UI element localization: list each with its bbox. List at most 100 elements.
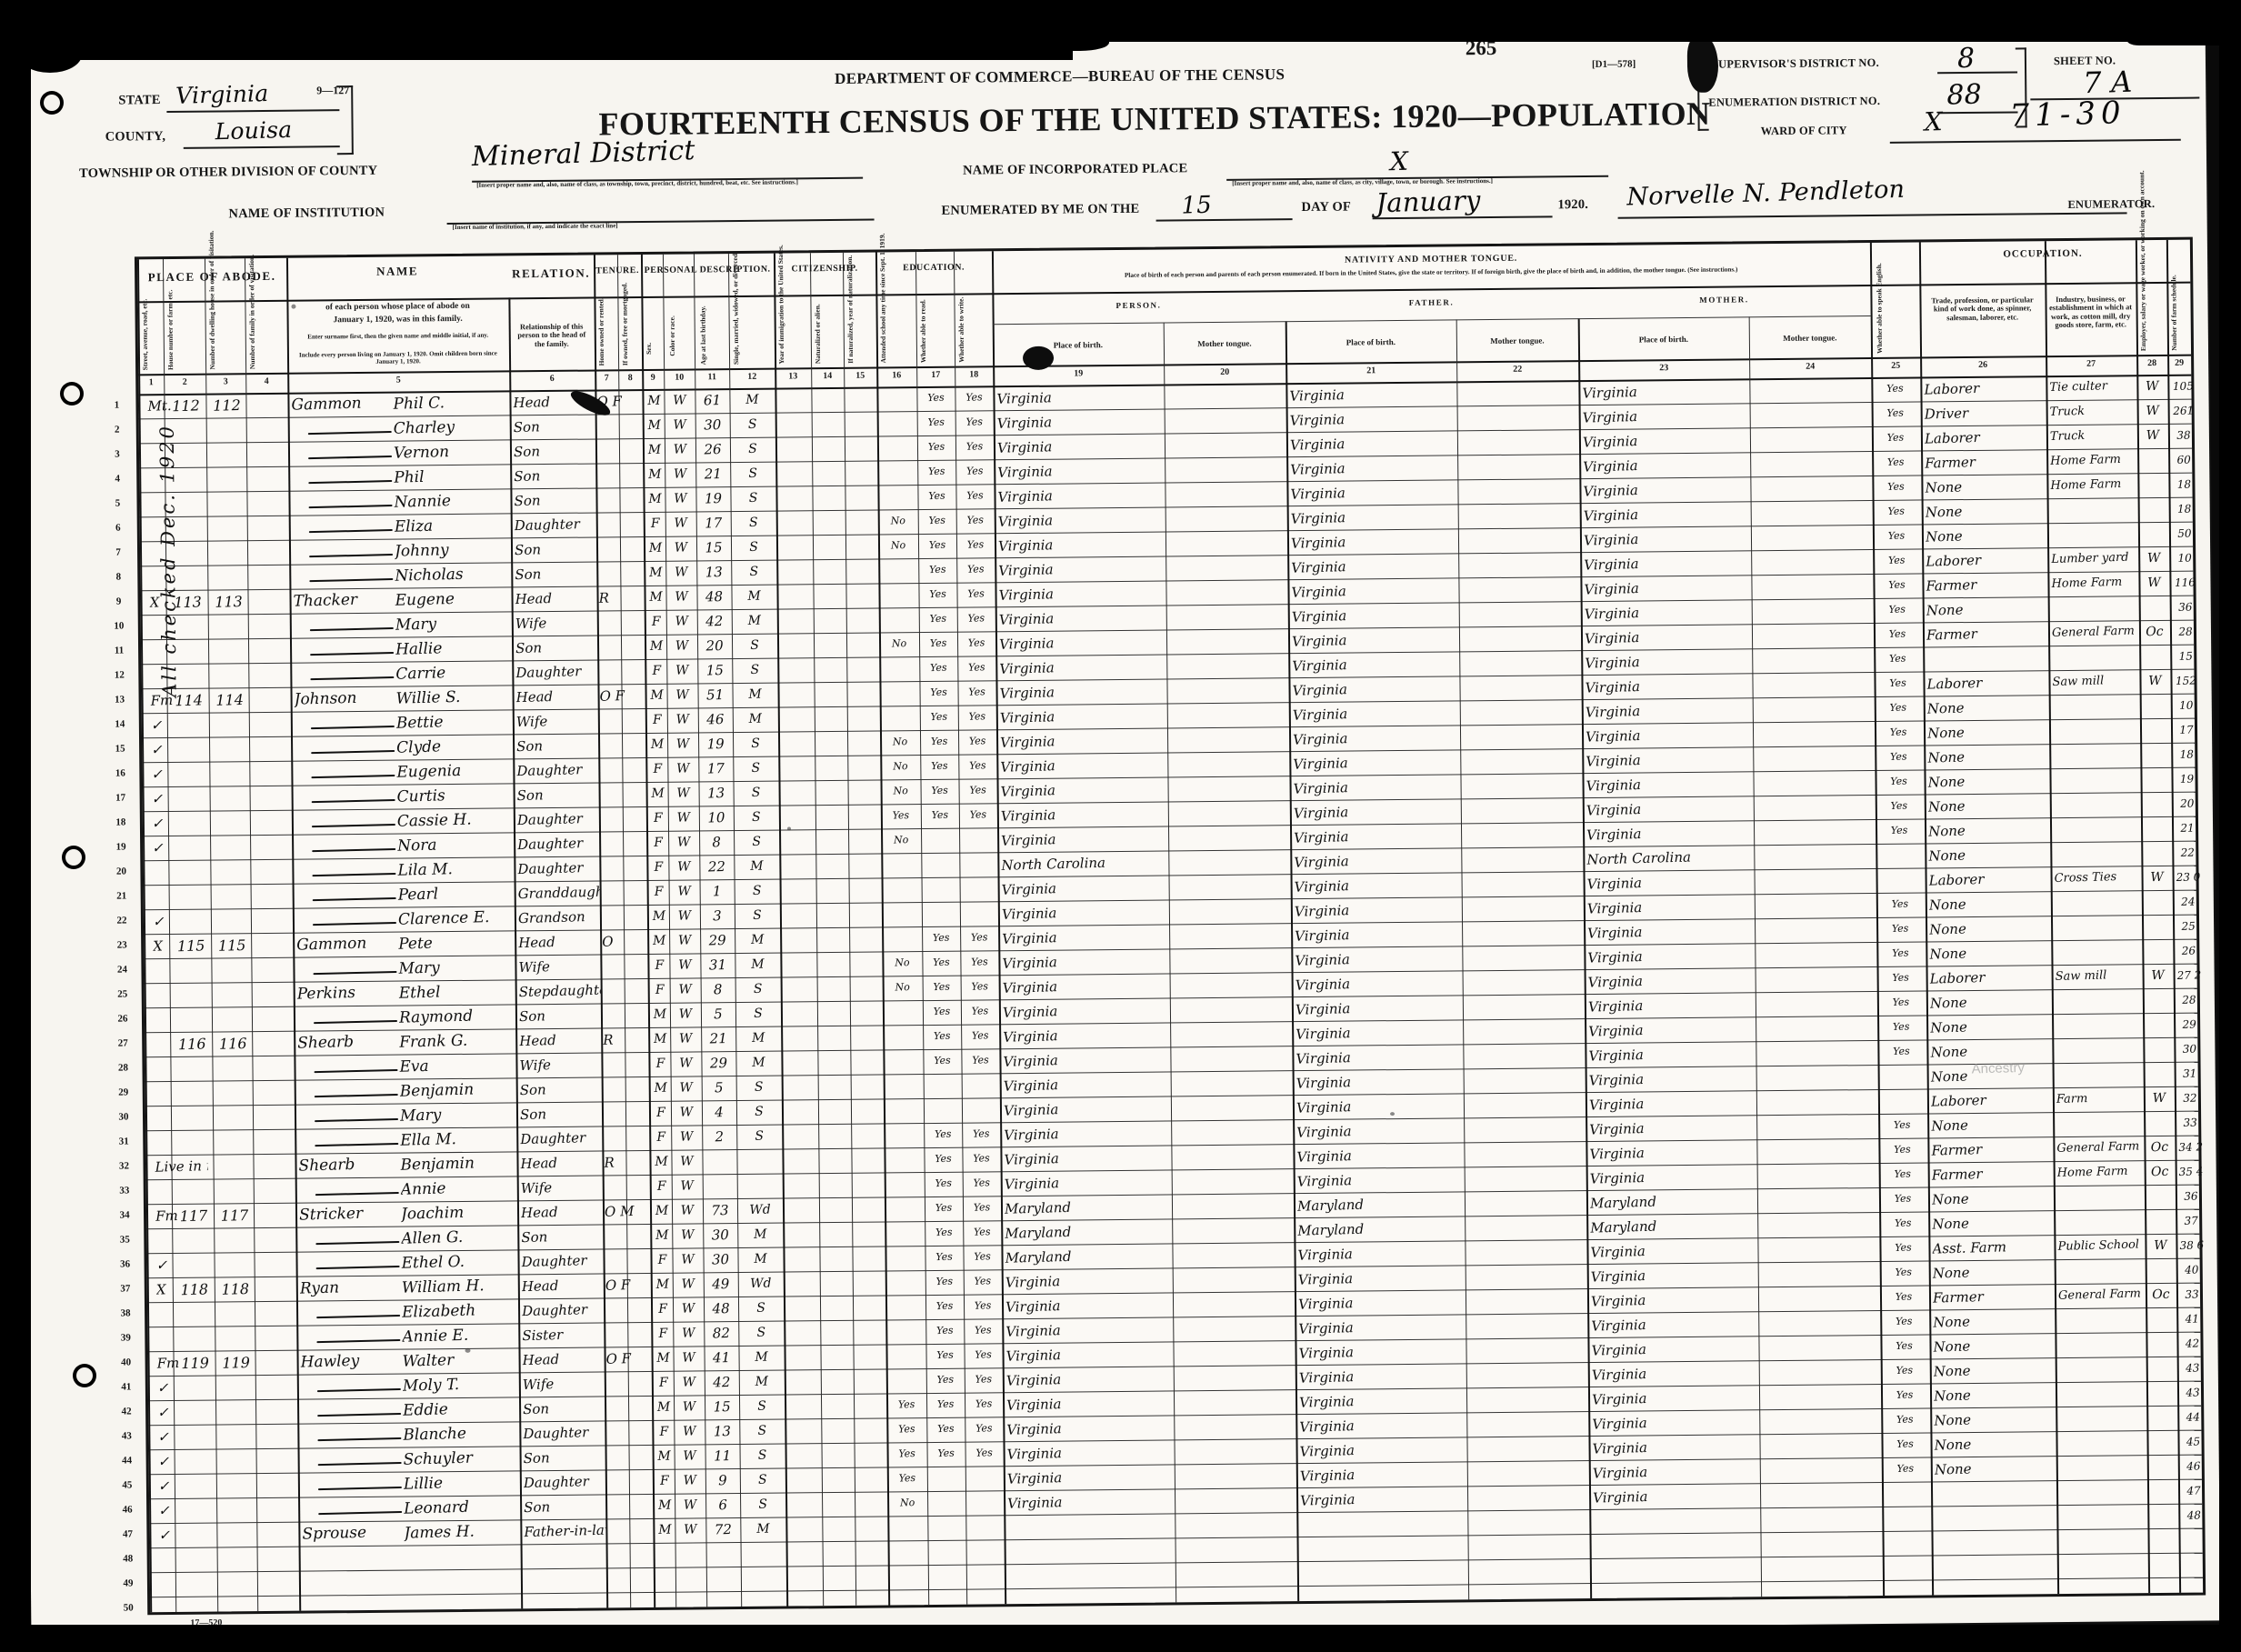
cell-given: Walter [402,1351,455,1371]
cell-race: W [679,1055,693,1071]
cell-class: Oc [2152,1287,2170,1302]
cell-race: W [681,1300,695,1317]
cell-given: Ethel O. [401,1252,465,1273]
ward-label: WARD OF CITY [1760,124,1847,138]
cell-given: Schuyler [403,1448,474,1469]
cell-given: Lila M. [397,860,454,880]
cell-age: 13 [705,564,724,581]
cell-marital: S [751,760,761,776]
cell-race: W [682,1398,696,1415]
cell-marital: S [747,441,757,456]
cell-given: Allen G. [401,1227,464,1248]
cell-age: 72 [714,1520,733,1538]
cell-marital: S [748,466,758,481]
cell-farm: 41 [2185,1311,2200,1326]
cell-given: Elizabeth [401,1301,476,1322]
cell-sex: M [657,1497,672,1513]
day-of-label: DAY OF [1301,199,1352,215]
cell-write: Yes [975,1422,993,1435]
row-number: 35 [119,1234,130,1246]
cell-farm: 28 [2178,625,2193,638]
cell-occupation: None [1933,1387,1971,1405]
cell-farm: 20 [2179,796,2195,810]
cell-farm: 38 [2176,428,2191,442]
cell-occupation: None [1929,1018,1968,1036]
cell-sex: F [654,859,664,875]
cell-school: No [893,760,908,773]
cell-relation: Son [521,1228,548,1247]
cell-race: W [680,1226,695,1243]
cell-occupation: Farmer [1932,1288,1985,1307]
cell-relation: Head [522,1351,560,1369]
cell-street: ✓ [155,1257,168,1274]
cell-eng: Yes [1888,652,1906,666]
cell-marital: M [750,932,765,947]
cell-marital: S [757,1447,767,1463]
cell-eng: Yes [1896,1364,1914,1377]
cell-read: Yes [933,956,950,969]
cell-farm: 36 [2177,600,2193,614]
cell-write: Yes [965,440,984,453]
cell-given: Bettie [395,713,444,733]
cell-marital: S [754,1104,764,1119]
cell-write: Yes [968,759,986,772]
cell-sex: M [648,565,663,580]
cell-age: 5 [714,1079,724,1096]
cell-write: Yes [974,1250,991,1263]
col8-label: If owned, free or mortgaged. [620,282,630,366]
cell-read: Yes [935,1250,953,1264]
cell-marital: S [752,907,762,923]
row-number: 29 [118,1086,129,1098]
cell-sex: M [649,589,663,605]
cell-age: 15 [705,539,723,556]
cell-age: 15 [705,661,725,679]
cell-age: 8 [712,834,722,851]
cell-given: Ethel [398,983,441,1003]
cell-age: 48 [705,587,724,606]
cell-sex: F [654,835,664,850]
cell-eng: Yes [1890,824,1908,837]
cell-marital: Wd [749,1275,772,1291]
cell-occupation: Driver [1924,405,1969,423]
form-title: FOURTEENTH CENSUS OF THE UNITED STATES: … [598,95,1711,143]
cell-industry: Farm [2056,1091,2088,1106]
cell-surname: Gammon [295,934,367,955]
cell-given: Vernon [393,443,450,463]
cell-street: ✓ [157,1428,170,1446]
cell-write: Yes [966,514,985,526]
colnum-10: 10 [675,372,685,383]
group-citizenship: CITIZENSHIP. [791,263,858,275]
cell-occupation: None [1928,846,1966,865]
row-number: 24 [116,964,128,976]
census-sheet: DEPARTMENT OF COMMERCE—BUREAU OF THE CEN… [15,0,2221,1642]
enumerated-day: 15 [1181,191,1213,220]
cell-given: Cassie H. [396,810,472,831]
cell-school: No [891,637,907,650]
institution-label: NAME OF INSTITUTION [228,205,385,222]
row-number: 45 [122,1479,133,1491]
cell-read: Yes [935,1201,953,1215]
cell-industry: Home Farm [2051,575,2123,591]
col14-label: Naturalized or alien. [813,304,823,365]
cell-occupation: None [1933,1337,1971,1356]
cell-given: Nora [396,836,437,856]
cell-marital: S [751,809,761,825]
col25-label: Whether able to speak English. [1875,263,1885,354]
cell-farm: 17 [2179,723,2194,736]
cell-race: W [680,1177,695,1194]
colnum-2: 2 [182,376,187,387]
cell-farm: 105 [2172,378,2195,393]
cell-race: W [677,907,692,924]
cell-age: 13 [713,1422,732,1440]
cell-write: Yes [971,980,989,993]
cell-age: 22 [707,857,726,876]
cell-occupation: None [1925,503,1963,521]
cell-marital: M [755,1349,768,1365]
cell-school: No [893,785,908,797]
row-number: 4 [115,473,121,485]
cell-race: W [683,1447,697,1464]
cell-given: Mary [399,1106,442,1126]
cell-class: W [2150,869,2164,885]
cell-read: Yes [929,587,946,601]
enumerator-name: Norvelle N. Pendleton [1626,175,1906,212]
